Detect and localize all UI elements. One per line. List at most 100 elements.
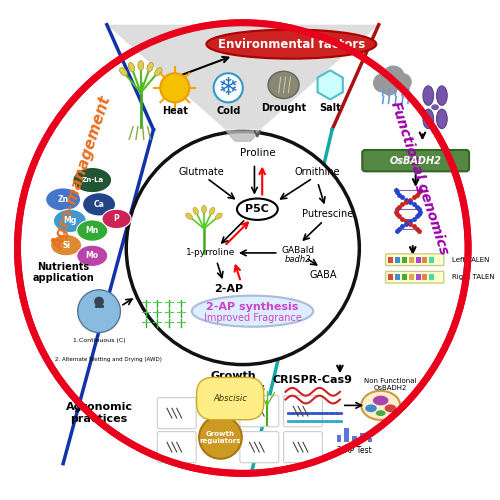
Text: Mg: Mg — [64, 216, 76, 226]
Text: Nutrients
application: Nutrients application — [32, 262, 94, 283]
Ellipse shape — [376, 410, 386, 416]
FancyBboxPatch shape — [158, 398, 196, 428]
Text: Salt: Salt — [320, 103, 341, 113]
FancyBboxPatch shape — [240, 396, 279, 426]
Bar — [429, 274, 434, 280]
Ellipse shape — [202, 206, 206, 213]
Ellipse shape — [76, 220, 108, 242]
Ellipse shape — [102, 209, 131, 229]
Ellipse shape — [82, 192, 116, 216]
Text: Functional genomics: Functional genomics — [388, 100, 451, 256]
Text: Right TALEN: Right TALEN — [452, 274, 494, 280]
Bar — [402, 274, 407, 280]
Text: Non Functional
OsBADH2: Non Functional OsBADH2 — [364, 378, 416, 390]
Ellipse shape — [362, 391, 400, 420]
Circle shape — [160, 74, 190, 102]
Bar — [416, 274, 420, 280]
Text: Zn: Zn — [58, 195, 68, 204]
Bar — [422, 274, 428, 280]
Circle shape — [94, 296, 104, 306]
Text: Proline: Proline — [240, 148, 275, 158]
Text: Agronomic
practices: Agronomic practices — [66, 402, 132, 424]
Text: 2-AP Test: 2-AP Test — [337, 446, 372, 454]
Ellipse shape — [436, 86, 447, 106]
Circle shape — [78, 290, 120, 333]
Text: Putrescine: Putrescine — [302, 209, 353, 219]
Text: Heat: Heat — [162, 106, 188, 116]
Bar — [388, 274, 394, 280]
Circle shape — [380, 78, 398, 96]
Ellipse shape — [128, 62, 134, 72]
Bar — [368, 438, 372, 442]
Text: Growth
regulators: Growth regulators — [200, 372, 266, 393]
FancyBboxPatch shape — [362, 150, 469, 172]
Bar — [352, 436, 357, 442]
Circle shape — [373, 74, 392, 92]
Ellipse shape — [365, 404, 377, 412]
Text: Abscisic: Abscisic — [213, 394, 247, 403]
Text: 1-pyrroline: 1-pyrroline — [186, 248, 236, 258]
Text: P: P — [114, 214, 119, 224]
Polygon shape — [107, 24, 378, 130]
FancyBboxPatch shape — [240, 432, 279, 462]
Ellipse shape — [423, 86, 434, 106]
Bar — [336, 434, 342, 442]
Text: P5C: P5C — [246, 204, 270, 214]
Ellipse shape — [120, 68, 127, 76]
Bar — [396, 257, 400, 262]
Text: Growth
regulators: Growth regulators — [200, 431, 241, 444]
Circle shape — [382, 66, 405, 89]
Text: Ca: Ca — [94, 200, 104, 209]
Text: CRISPR-Cas9: CRISPR-Cas9 — [272, 375, 352, 385]
Text: OsBADH2: OsBADH2 — [390, 156, 442, 166]
Text: Zn-La: Zn-La — [81, 177, 104, 183]
Text: GABald: GABald — [282, 246, 314, 254]
Text: Mo: Mo — [86, 252, 99, 260]
Ellipse shape — [373, 396, 388, 406]
Bar — [360, 432, 364, 442]
Bar — [422, 257, 428, 262]
Bar — [402, 257, 407, 262]
Text: Agro-management: Agro-management — [50, 94, 114, 250]
Bar — [396, 274, 400, 280]
Text: 2-AP synthesis: 2-AP synthesis — [206, 302, 298, 312]
Ellipse shape — [73, 168, 112, 192]
Ellipse shape — [138, 60, 143, 70]
Text: Glutmate: Glutmate — [178, 168, 224, 177]
Ellipse shape — [237, 198, 278, 220]
Bar — [409, 257, 414, 262]
Ellipse shape — [54, 209, 86, 233]
Text: Drought: Drought — [261, 103, 306, 113]
Text: 2-AP: 2-AP — [214, 284, 243, 294]
FancyBboxPatch shape — [284, 396, 323, 426]
Ellipse shape — [431, 104, 439, 110]
Text: badh2: badh2 — [285, 255, 312, 264]
Ellipse shape — [147, 62, 154, 72]
Text: Cold: Cold — [216, 106, 240, 116]
Bar — [344, 428, 349, 442]
Ellipse shape — [193, 208, 198, 214]
Ellipse shape — [216, 213, 222, 220]
Circle shape — [126, 132, 360, 364]
Polygon shape — [226, 130, 260, 141]
Ellipse shape — [76, 245, 108, 266]
Text: 1.Continuous (C): 1.Continuous (C) — [72, 338, 126, 343]
Text: Left TALEN: Left TALEN — [452, 256, 489, 262]
Ellipse shape — [210, 208, 215, 214]
Ellipse shape — [436, 109, 447, 128]
Ellipse shape — [46, 188, 80, 211]
Text: ❄: ❄ — [218, 76, 238, 100]
Circle shape — [199, 416, 242, 459]
Text: 2. Alternate Wetting and Drying (AWD): 2. Alternate Wetting and Drying (AWD) — [56, 357, 162, 362]
Ellipse shape — [186, 213, 192, 220]
Text: Improved Fragrance: Improved Fragrance — [204, 313, 302, 323]
Ellipse shape — [50, 234, 82, 256]
Bar — [409, 274, 414, 280]
Ellipse shape — [384, 404, 396, 412]
FancyBboxPatch shape — [386, 254, 444, 266]
FancyBboxPatch shape — [386, 272, 444, 283]
Text: #e87020: #e87020 — [89, 408, 96, 409]
Text: Si: Si — [62, 240, 70, 250]
Text: Mn: Mn — [86, 226, 99, 235]
FancyBboxPatch shape — [158, 432, 196, 462]
